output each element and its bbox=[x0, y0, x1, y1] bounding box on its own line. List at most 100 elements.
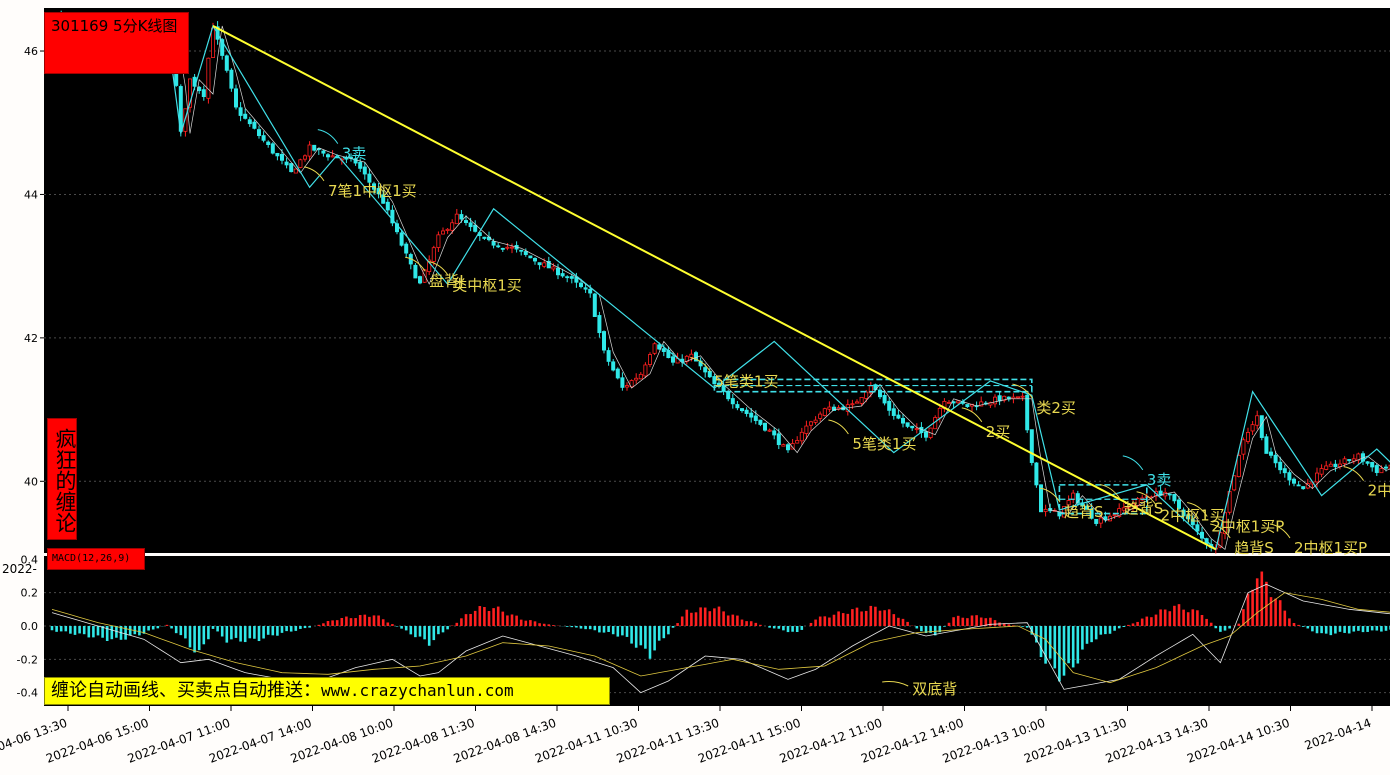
candle-up bbox=[629, 380, 634, 388]
candle-down bbox=[279, 153, 284, 161]
signal-arrow bbox=[1269, 523, 1291, 539]
candle-down bbox=[1365, 461, 1370, 464]
candle-down bbox=[615, 368, 620, 379]
candle-up bbox=[795, 440, 800, 444]
moving-average-line bbox=[52, 14, 1390, 551]
candle-up bbox=[298, 159, 303, 168]
bi-path bbox=[51, 14, 1390, 551]
price-tick-label: 42 bbox=[24, 332, 38, 345]
candle-down bbox=[252, 121, 257, 129]
candle-up bbox=[864, 391, 869, 399]
signal-arrow bbox=[1039, 487, 1061, 503]
candle-up bbox=[509, 246, 514, 249]
signal-arrow bbox=[961, 407, 983, 423]
candle-down bbox=[468, 222, 473, 228]
signal-arrow bbox=[317, 129, 339, 144]
candle-up bbox=[1066, 500, 1071, 506]
candle-up bbox=[956, 400, 961, 404]
candle-down bbox=[321, 150, 326, 154]
signal-label: 盘背J bbox=[429, 272, 463, 290]
candle-down bbox=[362, 166, 367, 175]
candle-up bbox=[625, 385, 630, 388]
candle-down bbox=[463, 220, 468, 223]
signal-arrow bbox=[1122, 455, 1144, 471]
promo-text: 缠论自动画线、买卖点自动推送： bbox=[51, 680, 321, 701]
candle-down bbox=[910, 425, 915, 429]
candle-down bbox=[413, 264, 418, 279]
candle-up bbox=[781, 444, 786, 447]
signal-label: 趋背S bbox=[1064, 503, 1104, 521]
candle-down bbox=[832, 406, 837, 411]
candle-down bbox=[224, 55, 229, 71]
candle-down bbox=[1278, 461, 1283, 471]
signal-label: 2中枢2买 bbox=[1368, 482, 1390, 500]
promo-banner[interactable]: 缠论自动画线、买卖点自动推送：www.crazychanlun.com bbox=[44, 677, 610, 705]
candle-down bbox=[371, 183, 376, 190]
candle-down bbox=[740, 408, 745, 412]
signal-label: 2买 bbox=[986, 423, 1011, 441]
candle-up bbox=[859, 397, 864, 404]
candle-down bbox=[602, 331, 607, 351]
candle-down bbox=[404, 243, 409, 254]
candle-up bbox=[431, 247, 436, 262]
macd-signal-label: 双底背 bbox=[912, 680, 957, 698]
macd-tick-label: 0.4 bbox=[21, 553, 39, 566]
candle-down bbox=[1177, 499, 1182, 509]
candle-down bbox=[887, 400, 892, 411]
candle-up bbox=[551, 266, 556, 270]
promo-url[interactable]: www.crazychanlun.com bbox=[321, 681, 514, 700]
candle-down bbox=[1301, 486, 1306, 490]
candle-down bbox=[1167, 493, 1172, 496]
candle-up bbox=[652, 343, 657, 354]
candle-down bbox=[201, 89, 206, 98]
candle-up bbox=[307, 144, 312, 157]
candle-up bbox=[818, 413, 823, 419]
candle-down bbox=[376, 188, 381, 195]
candle-down bbox=[1269, 451, 1274, 456]
candle-down bbox=[243, 113, 248, 119]
candle-up bbox=[293, 168, 298, 174]
candle-down bbox=[611, 361, 616, 371]
signal-label: 类2买 bbox=[1036, 399, 1076, 417]
candle-down bbox=[707, 370, 712, 378]
candle-down bbox=[592, 293, 597, 317]
candle-down bbox=[556, 267, 561, 276]
signal-label: 5笔类1买 bbox=[714, 373, 778, 391]
candle-down bbox=[1186, 514, 1191, 520]
signal-arrow bbox=[690, 357, 711, 372]
signal-arrow bbox=[405, 256, 426, 272]
candle-down bbox=[546, 260, 551, 269]
macd-tick-label: -0.2 bbox=[17, 653, 38, 666]
candle-down bbox=[220, 39, 225, 56]
candle-down bbox=[1282, 468, 1287, 474]
candle-down bbox=[924, 431, 929, 438]
candle-down bbox=[528, 255, 533, 259]
candle-down bbox=[399, 232, 404, 246]
candle-up bbox=[206, 57, 211, 99]
candle-down bbox=[1158, 490, 1163, 496]
candle-down bbox=[316, 148, 321, 151]
candle-up bbox=[1223, 512, 1228, 534]
candle-up bbox=[422, 269, 427, 283]
ma-path bbox=[52, 14, 1390, 551]
candle-down bbox=[726, 391, 731, 400]
candle-down bbox=[560, 273, 565, 277]
candle-down bbox=[1039, 484, 1044, 513]
candle-down bbox=[247, 119, 252, 125]
macd-tick-label: -0.4 bbox=[17, 687, 38, 700]
candle-down bbox=[344, 157, 349, 160]
candle-down bbox=[1085, 505, 1090, 510]
candle-up bbox=[1250, 424, 1255, 432]
candle-down bbox=[491, 241, 496, 246]
candle-up bbox=[187, 78, 192, 108]
candle-down bbox=[657, 344, 662, 350]
candle-up bbox=[1379, 468, 1384, 474]
candle-up bbox=[1324, 465, 1329, 470]
candle-down bbox=[565, 276, 570, 279]
candle-up bbox=[937, 407, 942, 419]
trend-line-segment bbox=[212, 25, 1217, 551]
candle-down bbox=[537, 262, 542, 266]
candle-up bbox=[1255, 415, 1260, 426]
candle-up bbox=[1112, 514, 1117, 517]
